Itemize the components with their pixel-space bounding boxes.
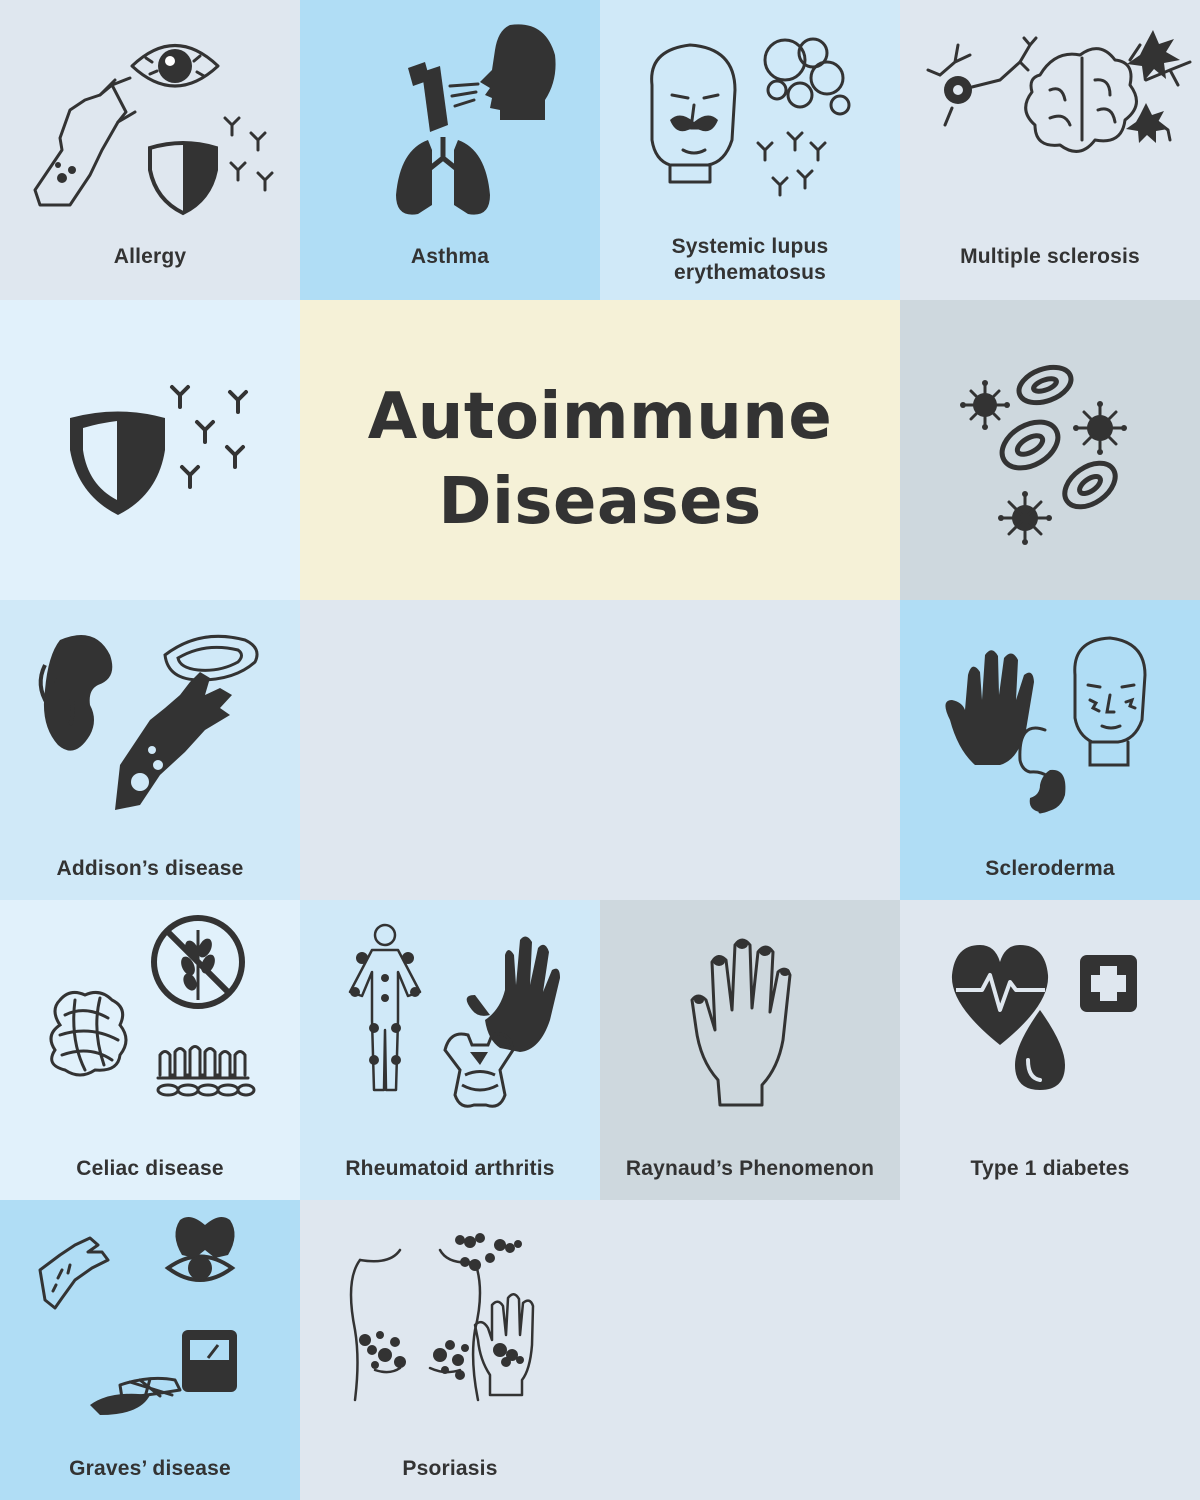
tile-type1-diabetes: Type 1 diabetes — [900, 900, 1200, 1200]
kidney-adrenal-icon — [38, 634, 259, 810]
tile-immune-shield — [0, 300, 300, 600]
tile-psoriasis: Psoriasis — [300, 1200, 600, 1500]
asthma-icon — [396, 24, 556, 215]
tile-addisons: Addison’s disease — [0, 600, 300, 900]
title-line-1: Autoimmune — [367, 380, 833, 454]
tile-asthma: Asthma — [300, 0, 600, 300]
tile-rheumatoid: Rheumatoid arthritis — [300, 900, 600, 1200]
skin-patches-icon — [349, 1233, 535, 1402]
brain-neurons-icon — [926, 30, 1192, 153]
title-block: Autoimmune Diseases — [300, 300, 900, 600]
hand-face-icon — [945, 636, 1147, 814]
tile-label-line-1: Systemic lupus — [671, 235, 829, 258]
tile-label: Psoriasis — [402, 1457, 498, 1480]
tile-label: Celiac disease — [76, 1157, 224, 1180]
allergy-icon — [33, 44, 274, 216]
tile-label: Type 1 diabetes — [970, 1157, 1130, 1180]
tile-graves: Graves’ disease — [0, 1200, 300, 1500]
tile-allergy: Allergy — [0, 0, 300, 300]
tile-raynauds: Raynaud’s Phenomenon — [600, 900, 900, 1200]
title-line-2: Diseases — [438, 465, 762, 539]
hand-outline-icon — [690, 938, 792, 1107]
tile-label-line-2: erythematosus — [674, 261, 826, 285]
tile-label: Asthma — [410, 245, 490, 268]
tile-label: Multiple sclerosis — [960, 245, 1140, 268]
tile-label: Rheumatoid arthritis — [345, 1157, 555, 1180]
thyroid-eye-icon — [38, 1216, 237, 1415]
tile-scleroderma: Scleroderma — [900, 600, 1200, 900]
tile-label: Scleroderma — [985, 857, 1115, 880]
tile-celiac: Celiac disease — [0, 900, 300, 1200]
tile-multiple-sclerosis: Multiple sclerosis — [900, 0, 1200, 300]
lupus-face-icon — [650, 37, 851, 197]
tile-lupus: Systemic lupus erythematosus — [600, 0, 900, 300]
no-wheat-icon — [49, 915, 256, 1097]
tile-label: Addison’s disease — [56, 857, 244, 880]
tile-label: Graves’ disease — [69, 1457, 231, 1480]
tile-label: Allergy — [113, 245, 187, 268]
blood-cells-icon — [960, 364, 1127, 545]
tile-blood-cells — [900, 300, 1200, 600]
tile-label: Systemic lupus erythematosus — [600, 234, 900, 287]
immune-shield-icon — [70, 385, 248, 515]
heart-pulse-icon — [951, 945, 1137, 1090]
tile-label: Raynaud’s Phenomenon — [625, 1157, 875, 1180]
joints-icon — [348, 923, 560, 1108]
